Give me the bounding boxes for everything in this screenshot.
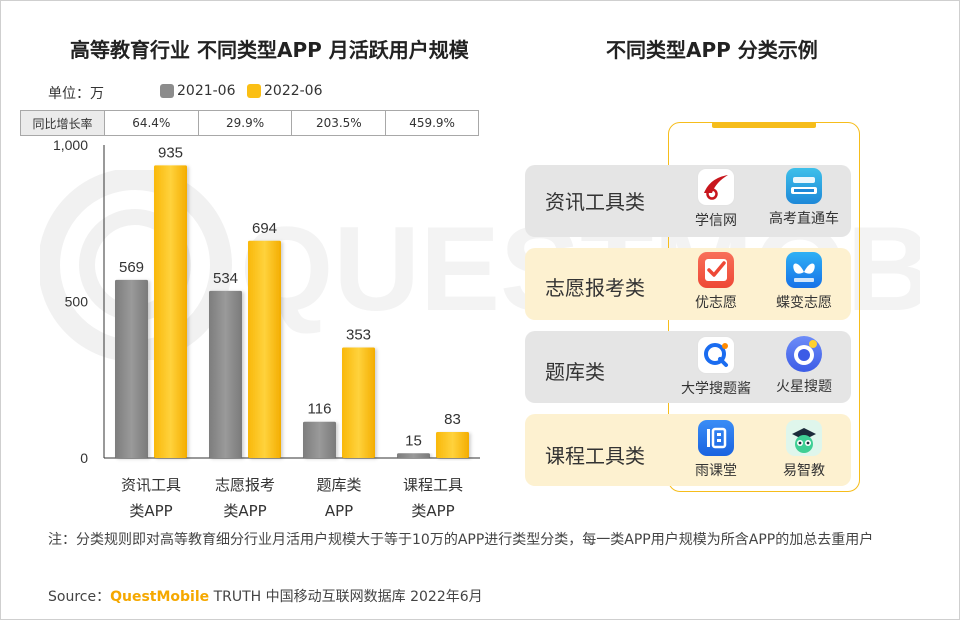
legend-label-2022: 2022-06 xyxy=(264,83,323,99)
bar-data-label: 116 xyxy=(308,401,332,418)
category-label: 课程工具类 xyxy=(545,444,645,468)
bar-2022-06 xyxy=(154,165,187,458)
app-name: 高考直通车 xyxy=(769,211,839,227)
bar-2021-06 xyxy=(115,279,148,458)
app-diebian: 蝶变志愿 xyxy=(759,252,849,312)
bar-data-label: 935 xyxy=(158,144,183,161)
bar-2022-06 xyxy=(248,240,281,458)
x-tick-label: 志愿报考 xyxy=(215,476,275,494)
category-label: 资讯工具类 xyxy=(545,190,645,214)
yoy-value-cell: 64.4% xyxy=(103,111,198,135)
bar-data-label: 353 xyxy=(346,327,371,344)
unit-label: 单位：万 xyxy=(48,86,104,102)
bar-2021-06 xyxy=(209,290,242,458)
yoy-value-cell: 459.9% xyxy=(385,111,478,135)
app-huoxing: 火星搜题 xyxy=(759,336,849,396)
yoy-value-cell: 29.9% xyxy=(197,111,292,135)
youzhiyuan-icon xyxy=(698,252,734,288)
source-rest: TRUTH 中国移动互联网数据库 2022年6月 xyxy=(209,589,483,605)
bar-data-label: 694 xyxy=(252,220,277,237)
app-name: 易智教 xyxy=(783,463,825,479)
y-tick-label: 500 xyxy=(65,294,89,310)
bar-data-label: 569 xyxy=(119,259,144,276)
app-youzhiyuan: 优志愿 xyxy=(671,252,761,312)
source-prefix: Source： xyxy=(48,589,111,605)
source-brand: QuestMobile xyxy=(110,589,210,605)
legend-swatch-2021 xyxy=(160,84,174,98)
x-tick-label: 课程工具 xyxy=(403,476,463,494)
footnote: 注：分类规则即对高等教育细分行业月活用户规模大于等于10万的APP进行类型分类，… xyxy=(48,532,874,548)
huoxing-icon xyxy=(786,336,822,372)
app-soutijiang: 大学搜题酱 xyxy=(671,336,761,398)
app-name: 火星搜题 xyxy=(776,379,832,395)
app-name: 雨课堂 xyxy=(695,463,737,479)
left-chart-title: 高等教育行业 不同类型APP 月活跃用户规模 xyxy=(70,38,469,62)
app-name: 蝶变志愿 xyxy=(776,295,832,311)
x-tick-label: 题库类 xyxy=(316,476,361,494)
yizhijiao-icon xyxy=(786,420,822,456)
right-panel-title: 不同类型APP 分类示例 xyxy=(606,38,818,62)
bar-2021-06 xyxy=(397,453,430,458)
x-tick-label: 类APP xyxy=(223,502,266,520)
x-tick-label: 资讯工具 xyxy=(121,476,181,494)
bar-data-label: 15 xyxy=(405,432,422,449)
bar-2022-06 xyxy=(436,432,469,458)
app-name: 学信网 xyxy=(695,213,737,229)
yoy-header-cell: 同比增长率 xyxy=(21,111,104,135)
app-name: 优志愿 xyxy=(695,295,737,311)
diebian-icon xyxy=(786,252,822,288)
x-tick-label: 类APP xyxy=(129,502,172,520)
legend-swatch-2022 xyxy=(247,84,261,98)
xuexin-icon xyxy=(697,168,735,206)
bar-data-label: 534 xyxy=(213,270,238,287)
yoy-value-cell: 203.5% xyxy=(291,111,385,135)
soutijiang-icon xyxy=(697,336,735,374)
legend-label-2021: 2021-06 xyxy=(177,83,236,99)
bar-2022-06 xyxy=(342,347,375,458)
x-tick-label: APP xyxy=(325,502,353,520)
app-name: 大学搜题酱 xyxy=(681,381,751,397)
yoy-growth-table: 同比增长率 64.4% 29.9% 203.5% 459.9% xyxy=(20,110,479,136)
legend-item-2021: 2021-06 xyxy=(160,83,236,99)
bar-2021-06 xyxy=(303,421,336,458)
gaokao-ztc-icon xyxy=(786,168,822,204)
examples-box-accent xyxy=(712,122,816,128)
category-label: 题库类 xyxy=(545,360,605,384)
app-gaokao-ztc: 高考直通车 xyxy=(759,168,849,228)
app-yuketang: 雨课堂 xyxy=(671,420,761,480)
yuketang-icon xyxy=(698,420,734,456)
x-tick-label: 类APP xyxy=(411,502,454,520)
y-tick-label: 0 xyxy=(80,450,88,466)
source-line: Source：QuestMobile TRUTH 中国移动互联网数据库 2022… xyxy=(48,586,483,606)
bar-data-label: 83 xyxy=(444,411,461,428)
category-label: 志愿报考类 xyxy=(545,276,645,300)
y-tick-label: 1,000 xyxy=(53,137,88,153)
app-xuexin: 学信网 xyxy=(671,168,761,230)
legend-item-2022: 2022-06 xyxy=(247,83,323,99)
app-yizhijiao: 易智教 xyxy=(759,420,849,480)
